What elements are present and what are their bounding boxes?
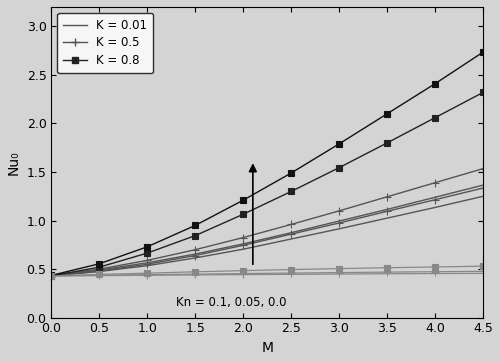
Text: Kn = 0.1, 0.05, 0.0: Kn = 0.1, 0.05, 0.0: [176, 296, 286, 309]
X-axis label: M: M: [261, 341, 273, 355]
Legend: K = 0.01, K = 0.5, K = 0.8: K = 0.01, K = 0.5, K = 0.8: [58, 13, 153, 73]
Y-axis label: Nu₀: Nu₀: [7, 150, 21, 174]
